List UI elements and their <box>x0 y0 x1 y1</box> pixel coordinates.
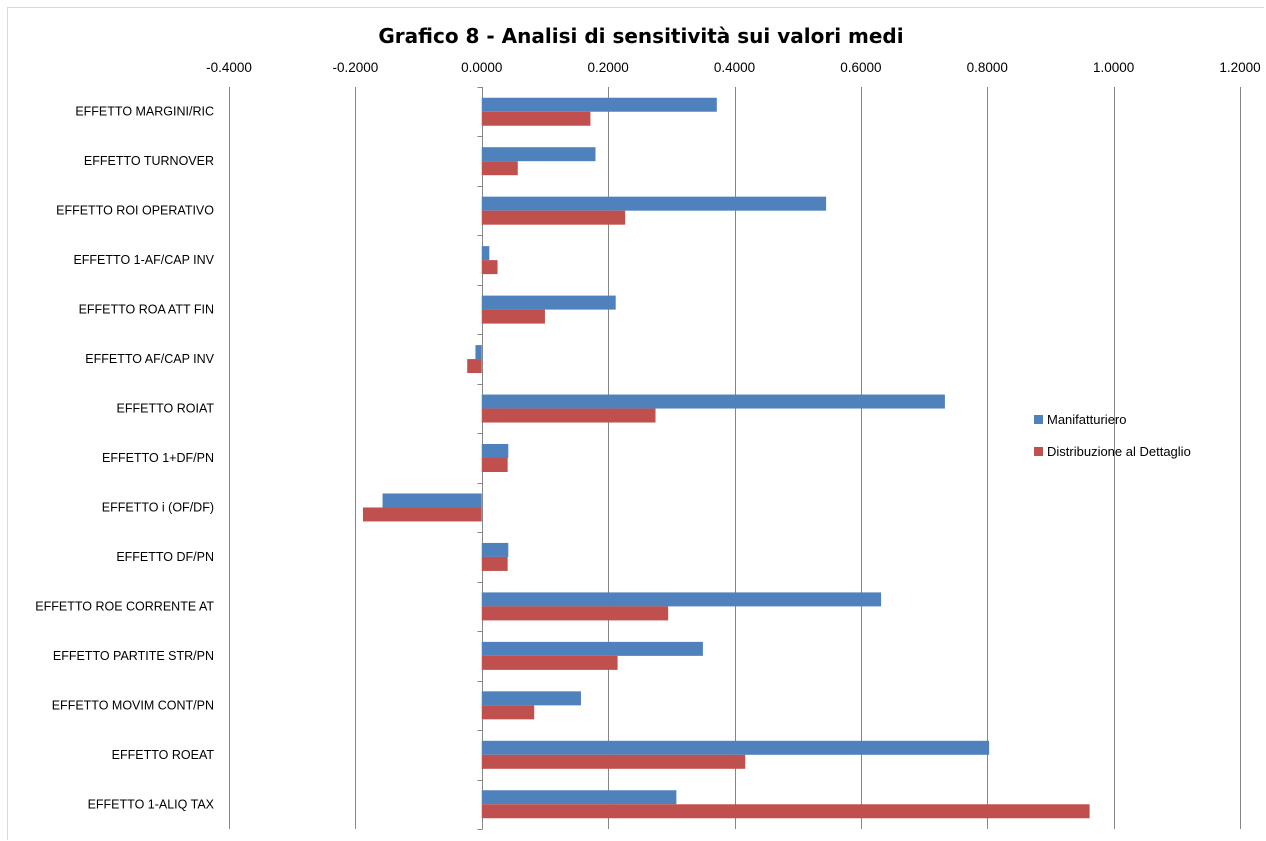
bar-distribuzione <box>481 260 498 275</box>
x-tick-label: 0.8000 <box>967 60 1008 75</box>
legend: Manifatturiero Distribuzione al Dettaglio <box>1034 412 1191 459</box>
bar-manifatturiero <box>475 345 482 360</box>
category-label: EFFETTO ROA ATT FIN <box>79 303 214 317</box>
bar-manifatturiero <box>481 790 677 805</box>
category-label: EFFETTO 1+DF/PN <box>102 451 214 465</box>
bar-manifatturiero <box>481 97 717 112</box>
bar-manifatturiero <box>481 147 596 162</box>
category-label: EFFETTO PARTITE STR/PN <box>53 649 214 663</box>
bar-manifatturiero <box>481 295 616 310</box>
x-axis-tick-labels: -0.4000 -0.2000 0.0000 0.2000 0.4000 0.6000 0.… <box>206 60 1261 75</box>
category-label: EFFETTO 1-AF/CAP INV <box>73 253 214 267</box>
x-tick-label: 1.2000 <box>1219 60 1260 75</box>
x-tick-label: 0.0000 <box>461 60 502 75</box>
bar-distribuzione <box>481 309 545 324</box>
bar-distribuzione <box>362 507 482 522</box>
bar-manifatturiero <box>481 394 945 409</box>
legend-swatch <box>1034 415 1043 424</box>
bar-manifatturiero <box>481 641 703 656</box>
gridlines <box>229 87 1241 830</box>
bar-manifatturiero <box>481 691 581 706</box>
category-labels: EFFETTO MARGINI/RIC EFFETTO TURNOVER EFFET… <box>35 105 214 812</box>
bar-distribuzione <box>481 111 591 126</box>
category-label: EFFETTO i (OF/DF) <box>102 500 214 514</box>
bar-manifatturiero <box>481 444 509 458</box>
category-label: EFFETTO ROEAT <box>112 748 215 762</box>
category-label: EFFETTO MARGINI/RIC <box>75 105 214 119</box>
category-label: EFFETTO DF/PN <box>116 550 214 564</box>
category-label: EFFETTO ROI OPERATIVO <box>56 204 214 218</box>
category-label: EFFETTO ROE CORRENTE AT <box>35 599 214 613</box>
x-tick-label: 0.4000 <box>714 60 755 75</box>
bar-distribuzione <box>481 408 656 423</box>
category-label: EFFETTO MOVIM CONT/PN <box>52 698 214 712</box>
x-tick-label: -0.4000 <box>206 60 252 75</box>
bar-manifatturiero <box>481 740 990 755</box>
bar-distribuzione <box>481 804 1090 819</box>
legend-swatch <box>1034 447 1043 456</box>
bar-distribuzione <box>481 556 508 571</box>
bar-distribuzione <box>481 705 535 720</box>
bar-manifatturiero <box>481 592 882 607</box>
bar-manifatturiero <box>481 246 490 261</box>
legend-label: Distribuzione al Dettaglio <box>1047 444 1191 459</box>
bar-manifatturiero <box>481 196 827 211</box>
bar-manifatturiero <box>481 542 509 557</box>
legend-label: Manifatturiero <box>1047 412 1126 427</box>
bar-distribuzione <box>481 210 626 225</box>
x-tick-label: -0.2000 <box>332 60 378 75</box>
category-label: EFFETTO 1-ALIQ TAX <box>88 797 215 811</box>
bar-distribuzione <box>481 161 518 176</box>
x-tick-label: 0.6000 <box>840 60 881 75</box>
chart-title: Grafico 8 - Analisi di sensitività sui v… <box>378 24 903 48</box>
bar-manifatturiero <box>382 493 482 508</box>
bar-distribuzione <box>481 458 508 472</box>
x-tick-label: 0.2000 <box>587 60 628 75</box>
bar-distribuzione <box>467 359 482 374</box>
bar-distribuzione <box>481 606 669 621</box>
category-label: EFFETTO AF/CAP INV <box>85 352 214 366</box>
category-label: EFFETTO TURNOVER <box>84 154 214 168</box>
chart-frame <box>7 7 1264 840</box>
x-tick-label: 1.0000 <box>1093 60 1134 75</box>
category-label: EFFETTO ROIAT <box>117 402 215 416</box>
bar-distribuzione <box>481 754 746 769</box>
bar-distribuzione <box>481 655 618 670</box>
bars <box>362 97 1090 819</box>
